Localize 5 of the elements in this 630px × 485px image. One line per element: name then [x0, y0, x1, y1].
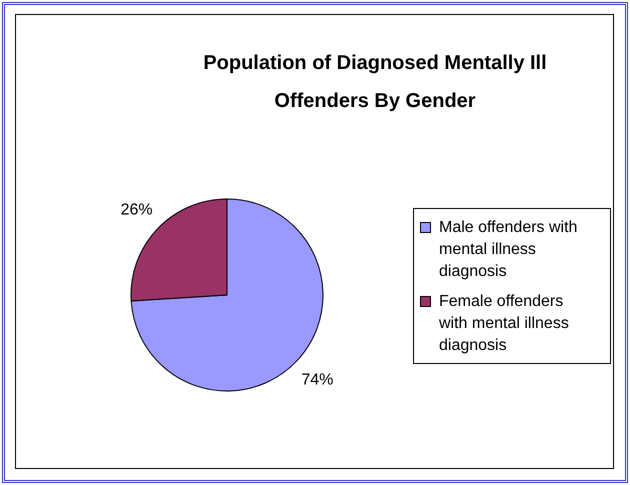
data-label: 26%	[120, 202, 153, 219]
legend-label: Male offenders with mental illness diagnosis	[439, 218, 578, 282]
legend-label: Female offenders with mental illness diagnosis	[439, 292, 570, 356]
chart-title: Population of Diagnosed Mentally Ill Offenders By Gender	[202, 51, 548, 114]
data-label: 74%	[301, 371, 334, 388]
